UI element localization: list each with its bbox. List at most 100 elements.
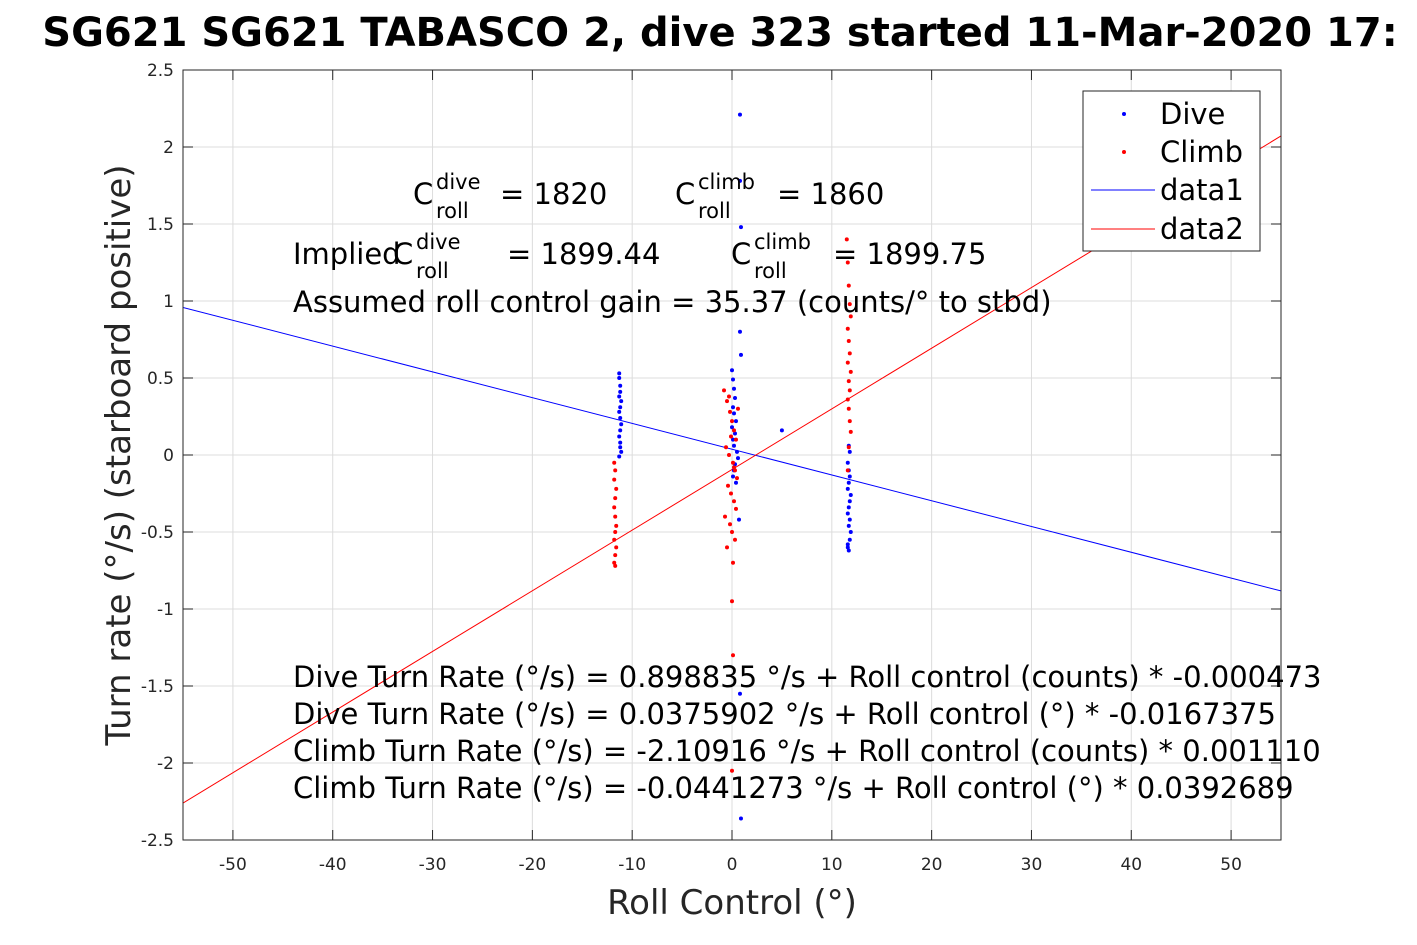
point-dive [618, 440, 623, 445]
annotation-fit-climb-counts: Climb Turn Rate (°/s) = -2.10916 °/s + R… [293, 734, 1321, 768]
point-climb [846, 445, 851, 450]
point-climb [735, 406, 740, 411]
annotation-fit-dive-counts: Dive Turn Rate (°/s) = 0.898835 °/s + Ro… [293, 660, 1321, 694]
y-axis-label: Turn rate (°/s) (starboard positive) [99, 164, 139, 746]
point-dive [618, 389, 623, 394]
point-climb [613, 496, 618, 501]
point-climb [847, 388, 852, 393]
annotation-implied-climb-sup: climb [754, 230, 811, 254]
point-climb [612, 477, 617, 482]
x-tick-label: -20 [518, 855, 546, 875]
point-dive [846, 480, 851, 485]
point-dive [847, 499, 852, 504]
x-tick-label: 10 [821, 855, 843, 875]
point-dive [730, 437, 735, 442]
point-dive [847, 449, 852, 454]
point-climb [613, 563, 618, 568]
point-climb [731, 465, 736, 470]
point-climb [612, 505, 617, 510]
annotation-c-roll-climb-sub: roll [698, 199, 731, 223]
y-tick-label: 0.5 [147, 369, 174, 389]
point-dive [848, 493, 853, 498]
point-dive [846, 548, 851, 553]
point-climb [728, 522, 733, 527]
point-climb [612, 537, 617, 542]
point-dive [737, 112, 742, 117]
point-climb [847, 419, 852, 424]
point-climb [847, 302, 852, 307]
point-dive [617, 371, 622, 376]
annotation-implied-dive-base: C [393, 237, 413, 271]
x-tick-label: 0 [727, 855, 738, 875]
point-climb [848, 429, 853, 434]
point-dive [845, 542, 850, 547]
point-dive [733, 419, 738, 424]
point-dive [731, 411, 736, 416]
point-climb [730, 419, 734, 424]
point-dive [734, 449, 739, 454]
y-tick-label: 1 [163, 292, 174, 312]
point-dive [618, 428, 623, 433]
point-dive [738, 225, 743, 230]
point-dive [730, 377, 735, 382]
point-climb [733, 437, 738, 442]
annotation-fit-climb-degrees: Climb Turn Rate (°/s) = -0.0441273 °/s +… [293, 771, 1294, 805]
point-climb [734, 476, 739, 481]
point-climb [612, 560, 617, 565]
point-dive [617, 454, 622, 459]
point-dive [847, 537, 852, 542]
point-dive [845, 545, 850, 550]
point-dive [732, 396, 737, 401]
point-climb [847, 351, 852, 356]
point-climb [612, 460, 617, 465]
annotation-c-roll-climb-base: C [675, 177, 695, 211]
point-dive [779, 428, 784, 433]
point-climb [729, 434, 734, 439]
y-tick-label: -1 [157, 600, 174, 620]
y-tick-label: 2 [163, 138, 174, 158]
point-climb [613, 553, 618, 558]
point-dive [618, 405, 623, 410]
annotation-implied-climb-sub: roll [754, 259, 787, 283]
x-tick-label: 50 [1220, 855, 1242, 875]
point-dive [619, 422, 624, 427]
point-climb [728, 409, 733, 414]
point-dive [737, 691, 742, 696]
point-climb [848, 369, 853, 374]
data-points [612, 112, 853, 821]
annotation-c-roll-climb: C climb roll = 1860 [675, 170, 884, 223]
point-dive [619, 449, 624, 454]
point-climb [846, 339, 851, 344]
point-climb [724, 445, 729, 450]
point-climb [725, 399, 730, 404]
point-dive [618, 416, 623, 421]
y-tick-label: -0.5 [141, 523, 174, 543]
point-climb [733, 506, 738, 511]
point-dive [735, 456, 740, 461]
annotation-c-roll-dive-base: C [413, 177, 433, 211]
point-dive [730, 425, 734, 430]
y-tick-label: 0 [163, 446, 174, 466]
point-climb [613, 468, 618, 473]
point-climb [614, 486, 619, 491]
annotation-c-roll-dive: C dive roll = 1820 [413, 170, 607, 223]
point-climb [730, 460, 735, 465]
point-climb [846, 406, 851, 411]
point-climb [845, 397, 850, 402]
x-tick-label: 30 [1021, 855, 1043, 875]
point-climb [613, 514, 618, 519]
point-dive [618, 445, 623, 450]
point-dive [731, 386, 736, 391]
legend-climb-marker [1122, 150, 1126, 154]
point-dive [847, 474, 852, 479]
series-line-data1 [183, 306, 1281, 592]
legend: Dive Climb data1 data2 [1082, 90, 1261, 252]
point-dive [846, 523, 851, 528]
point-climb [727, 394, 732, 399]
point-dive [845, 460, 850, 465]
annotation-implied-dive-sup: dive [416, 230, 461, 254]
point-climb [730, 653, 735, 658]
point-dive [617, 409, 622, 414]
point-dive [846, 505, 851, 510]
